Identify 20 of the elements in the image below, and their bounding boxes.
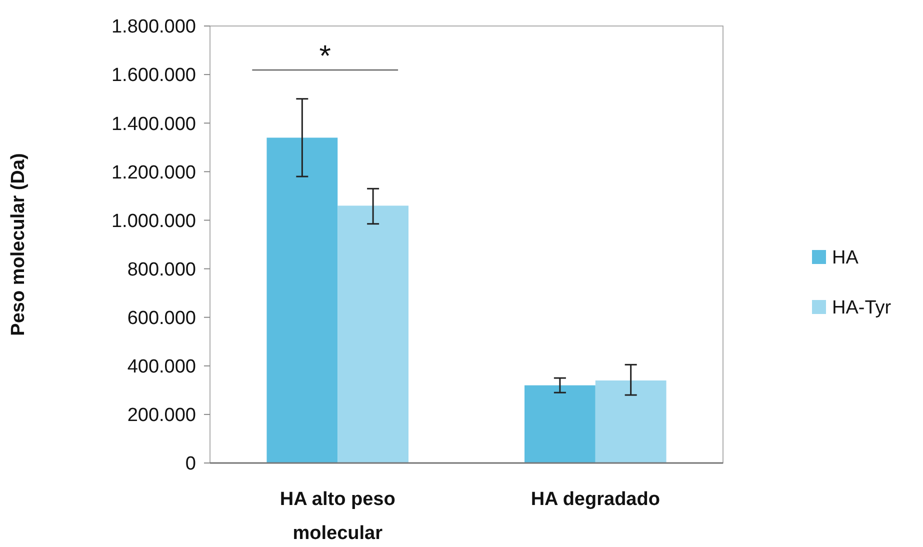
y-tick-label: 1.400.000 <box>111 114 196 135</box>
y-tick-label: 600.000 <box>127 308 196 329</box>
y-tick-label: 1.800.000 <box>111 16 196 38</box>
y-tick-label: 400.000 <box>127 356 196 378</box>
y-tick-label: 200.000 <box>127 405 196 426</box>
x-tick-label: HA alto peso molecular <box>280 489 396 544</box>
bar <box>338 206 408 463</box>
annotation: * <box>319 40 332 73</box>
legend-label: HA <box>832 248 859 269</box>
bar <box>266 138 338 463</box>
y-tick-label: 1.600.000 <box>111 65 196 86</box>
y-axis-title: Peso molecular (Da) <box>8 153 29 336</box>
y-tick-label: 1.000.000 <box>111 210 196 232</box>
bar <box>524 385 596 463</box>
legend-label: HA-Tyr <box>832 298 892 319</box>
x-tick-label: HA degradado <box>530 489 660 510</box>
y-tick-label: 1.200.000 <box>111 162 196 184</box>
y-tick-label: 800.000 <box>127 259 196 280</box>
bar <box>595 380 666 463</box>
y-tick-label: 0 <box>185 454 196 475</box>
